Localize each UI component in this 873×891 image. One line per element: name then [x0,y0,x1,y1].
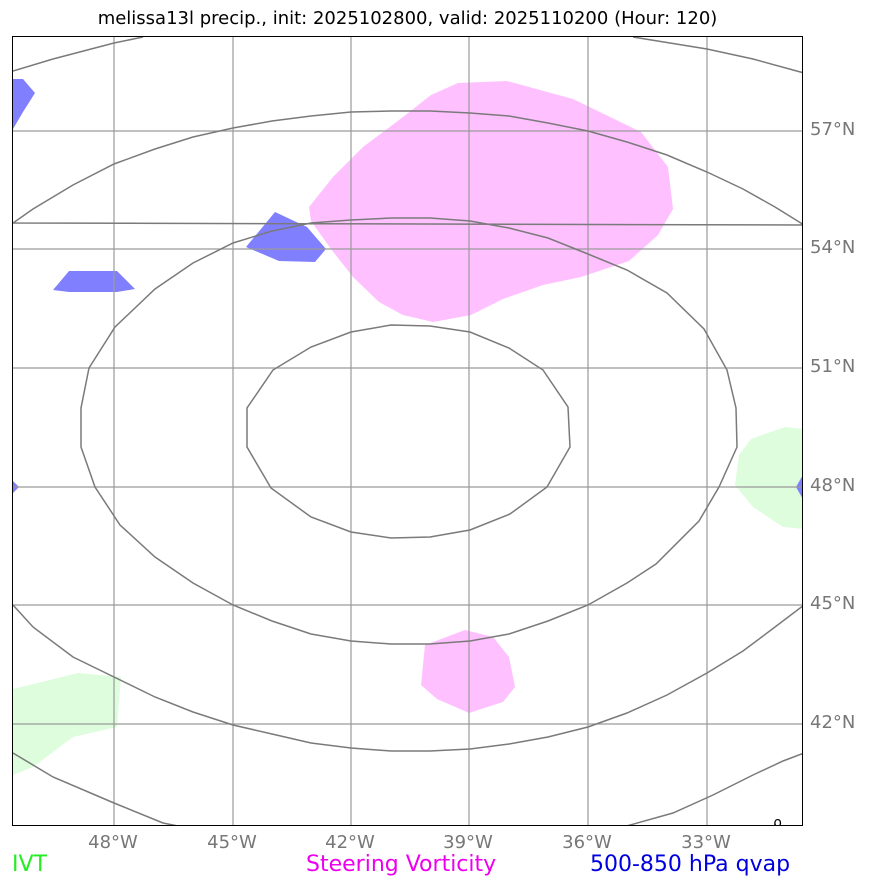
vorticity-region-south [421,630,515,713]
lat-label-42n: 42°N [810,712,856,733]
lon-label-48w: 48°W [88,832,138,853]
map-panel[interactable]: ρ [12,36,803,826]
lat-label-57n: 57°N [810,119,856,140]
lon-label-36w: 36°W [562,832,612,853]
legend-steering-vorticity: Steering Vorticity [306,852,497,877]
contour-inner [246,324,571,539]
lon-label-39w: 39°W [443,832,493,853]
lon-label-42w: 42°W [325,832,375,853]
latitude-gridlines [13,130,802,725]
contour-outer-south [13,604,802,752]
lat-label-48n: 48°N [810,475,856,496]
lon-label-33w: 33°W [681,832,731,853]
qvap-region-northwest [13,79,35,129]
legend-ivt: IVT [12,852,47,877]
lat-label-45n: 45°N [810,593,856,614]
ivt-region-east [735,427,802,529]
contour-north-arc-right [632,37,802,74]
legend-qvap: 500-850 hPa qvap [590,852,791,877]
lon-label-45w: 45°W [207,832,257,853]
lat-label-54n: 54°N [810,237,856,258]
longitude-gridlines [113,37,708,825]
contour-north-arc [13,37,144,72]
qvap-region-west [53,271,135,292]
vorticity-region-north [309,81,673,322]
lat-label-51n: 51°N [810,356,856,377]
contour-middle [80,217,738,645]
pressure-contours [13,37,802,825]
map-title: melissa13l precip., init: 2025102800, va… [97,8,718,29]
corner-mark: ρ [773,815,782,826]
contour-south-arc [13,752,177,825]
map-canvas: ρ [13,37,802,826]
contour-outer [13,110,802,226]
contour-south-arc-right [627,752,802,825]
